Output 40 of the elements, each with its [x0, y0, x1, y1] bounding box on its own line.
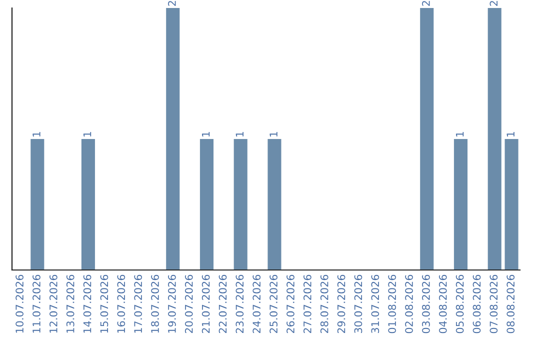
- x-tick-label: 03.08.2026: [422, 274, 430, 334]
- x-tick-label: 17.07.2026: [134, 274, 142, 333]
- x-tick-label: 19.07.2026: [168, 274, 176, 333]
- data-label: 1: [83, 132, 92, 136]
- x-tick-label: 16.07.2026: [117, 274, 126, 333]
- x-tick-label: 30.07.2026: [354, 274, 362, 334]
- x-tick-label: 27.07.2026: [303, 274, 312, 334]
- x-tick-label: 29.07.2026: [337, 274, 346, 334]
- data-label: 1: [236, 132, 244, 136]
- x-tick-label: 26.07.2026: [286, 274, 294, 334]
- data-label: 1: [32, 132, 40, 136]
- x-tick-label: 21.07.2026: [202, 274, 210, 334]
- data-label: 2: [168, 1, 176, 6]
- x-tick-label: 11.07.2026: [32, 274, 40, 333]
- x-tick-label: 24.07.2026: [252, 274, 261, 334]
- x-tick-label: 28.07.2026: [320, 274, 328, 334]
- x-tick-label: 22.07.2026: [218, 274, 227, 334]
- x-tick-label: 01.08.2026: [388, 274, 396, 334]
- x-tick-label: 04.08.2026: [438, 274, 447, 334]
- x-tick-label: 05.08.2026: [456, 274, 464, 334]
- x-tick-label: 07.08.2026: [490, 274, 498, 334]
- data-label: 2: [422, 1, 430, 6]
- x-tick-label: 08.08.2026: [506, 274, 515, 334]
- data-label: 2: [490, 1, 498, 6]
- x-tick-label: 25.07.2026: [270, 274, 278, 334]
- data-label: 1: [270, 132, 278, 136]
- x-tick-label: 02.08.2026: [405, 274, 413, 334]
- x-tick-label: 12.07.2026: [49, 274, 58, 333]
- x-tick-label: 15.07.2026: [100, 274, 108, 333]
- data-label: 1: [456, 132, 464, 136]
- x-tick-label: 06.08.2026: [472, 274, 481, 334]
- x-tick-label: 13.07.2026: [66, 274, 74, 333]
- data-label: 1: [202, 132, 210, 136]
- data-label: 1: [506, 132, 514, 136]
- x-tick-label: 10.07.2026: [16, 274, 24, 333]
- x-tick-label: 18.07.2026: [151, 274, 159, 333]
- x-tick-label: 31.07.2026: [371, 274, 380, 334]
- x-tick-label: 14.07.2026: [83, 274, 92, 333]
- x-tick-label: 20.07.2026: [184, 274, 193, 334]
- x-tick-label: 23.07.2026: [236, 274, 244, 334]
